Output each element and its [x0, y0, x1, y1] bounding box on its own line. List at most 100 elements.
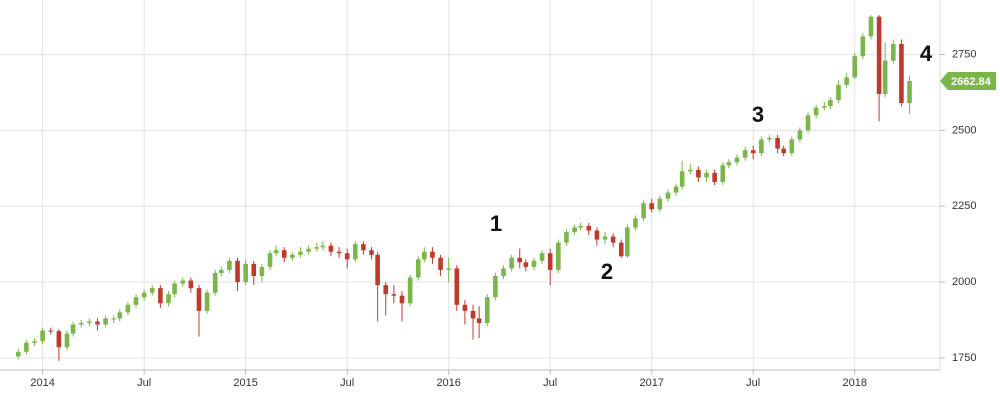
y-tick-label: 2250: [952, 200, 976, 212]
x-tick-label: 2015: [233, 377, 257, 389]
candle-body: [158, 288, 163, 304]
candle-body: [117, 312, 123, 319]
candle-body: [775, 137, 780, 149]
candle-body: [501, 268, 506, 276]
candle-body: [509, 257, 514, 269]
candle-body: [844, 77, 849, 85]
candle-body: [188, 280, 194, 289]
candle-body: [797, 130, 803, 140]
candle-body: [407, 277, 413, 304]
candle-body: [852, 56, 858, 78]
candle-body: [470, 310, 476, 319]
x-tick-label: 2014: [30, 377, 54, 389]
candle-body: [836, 84, 841, 101]
candle-body: [133, 297, 139, 305]
candles: [15, 15, 912, 361]
y-tick-label: 2000: [952, 276, 976, 288]
candle-body: [789, 139, 795, 154]
last-price-label: 2662.84: [951, 76, 992, 88]
candle-body: [328, 245, 334, 252]
candle-body: [166, 294, 171, 304]
candle-body: [517, 257, 523, 263]
candle-body: [687, 169, 693, 172]
x-tick-label: 2017: [639, 377, 663, 389]
candle-body: [860, 36, 866, 57]
candle-body: [344, 253, 350, 260]
candle-body: [759, 139, 764, 154]
candle-body: [767, 137, 772, 140]
candle-body: [251, 263, 257, 276]
candle-body: [336, 251, 342, 254]
candle-body: [56, 331, 62, 348]
x-tick-label: Jul: [746, 377, 760, 389]
candle-body: [320, 245, 326, 248]
x-tick-label: 2016: [436, 377, 460, 389]
candle-body: [204, 292, 210, 311]
annotation: 2: [601, 259, 613, 284]
candle-body: [610, 236, 616, 243]
candle-body: [383, 285, 389, 295]
candle-body: [48, 330, 54, 332]
last-price-tag: [940, 72, 996, 91]
candle-body: [454, 268, 460, 305]
candle-body: [64, 333, 70, 348]
candle-body: [462, 304, 468, 311]
candle-body: [704, 172, 709, 178]
candle-body: [742, 150, 748, 158]
candle-body: [493, 275, 498, 298]
annotation: 4: [920, 41, 933, 66]
candle-body: [734, 157, 740, 163]
candle-body: [314, 247, 320, 249]
candle-body: [726, 162, 732, 166]
candle-body: [625, 227, 630, 257]
candle-body: [422, 251, 427, 260]
candle-body: [899, 43, 904, 104]
candle-body: [180, 280, 186, 284]
candle-body: [882, 60, 888, 95]
candle-body: [352, 244, 358, 260]
annotation: 3: [752, 102, 764, 127]
candle-body: [281, 250, 287, 258]
candle-body: [907, 81, 912, 104]
candle-body: [32, 341, 37, 343]
candle-body: [484, 297, 490, 323]
candle-body: [594, 230, 600, 240]
candle-body: [876, 16, 882, 95]
candle-body: [15, 351, 21, 357]
candle-body: [24, 342, 29, 352]
candle-body: [679, 171, 685, 187]
x-tick-label: Jul: [543, 377, 557, 389]
candle-body: [40, 330, 45, 342]
candle-body: [657, 198, 663, 210]
candle-body: [361, 244, 366, 251]
candle-body: [125, 304, 131, 313]
candle-body: [298, 251, 303, 255]
candle-body: [212, 272, 218, 293]
candle-body: [227, 260, 232, 270]
candle-body: [673, 186, 679, 193]
candle-body: [172, 283, 177, 295]
candle-body: [720, 165, 726, 182]
candle-body: [243, 263, 248, 283]
candle-body: [618, 242, 624, 257]
candle-body: [267, 253, 273, 267]
candle-body: [218, 269, 224, 273]
candle-body: [781, 148, 786, 154]
candle-body: [564, 232, 569, 243]
candle-body: [821, 106, 827, 108]
candle-body: [712, 172, 717, 182]
candle-body: [602, 236, 608, 240]
candle-body: [696, 169, 701, 178]
candle-body: [649, 203, 655, 210]
candle-body: [805, 115, 811, 131]
candle-body: [306, 248, 311, 252]
candle-body: [141, 292, 147, 298]
x-tick-label: Jul: [137, 377, 151, 389]
candle-body: [430, 251, 435, 258]
candle-body: [641, 203, 646, 219]
candle-body: [868, 16, 874, 37]
candle-body: [556, 242, 561, 270]
candle-body: [415, 259, 421, 278]
candle-body: [547, 253, 553, 270]
